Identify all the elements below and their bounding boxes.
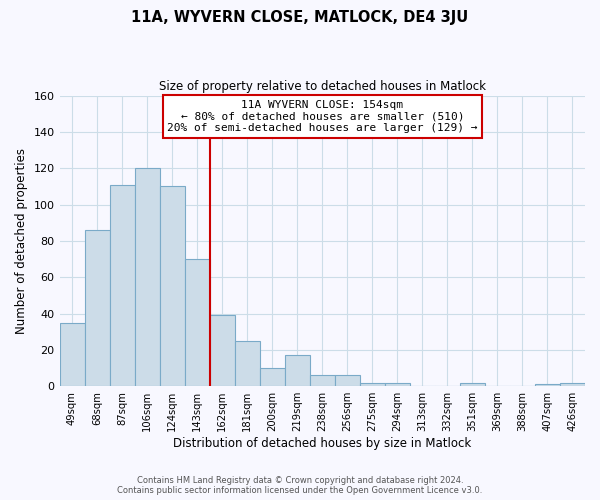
- Bar: [310, 376, 335, 386]
- Bar: [260, 368, 285, 386]
- Bar: [110, 184, 134, 386]
- Bar: [160, 186, 185, 386]
- Bar: [360, 382, 385, 386]
- Bar: [209, 316, 235, 386]
- Bar: [235, 341, 260, 386]
- Bar: [185, 259, 209, 386]
- X-axis label: Distribution of detached houses by size in Matlock: Distribution of detached houses by size …: [173, 437, 472, 450]
- Y-axis label: Number of detached properties: Number of detached properties: [15, 148, 28, 334]
- Bar: [285, 356, 310, 386]
- Title: Size of property relative to detached houses in Matlock: Size of property relative to detached ho…: [159, 80, 486, 93]
- Bar: [385, 382, 410, 386]
- Bar: [85, 230, 110, 386]
- Bar: [134, 168, 160, 386]
- Bar: [460, 382, 485, 386]
- Text: 11A, WYVERN CLOSE, MATLOCK, DE4 3JU: 11A, WYVERN CLOSE, MATLOCK, DE4 3JU: [131, 10, 469, 25]
- Text: Contains HM Land Registry data © Crown copyright and database right 2024.
Contai: Contains HM Land Registry data © Crown c…: [118, 476, 482, 495]
- Bar: [335, 376, 360, 386]
- Text: 11A WYVERN CLOSE: 154sqm
← 80% of detached houses are smaller (510)
20% of semi-: 11A WYVERN CLOSE: 154sqm ← 80% of detach…: [167, 100, 478, 133]
- Bar: [560, 382, 585, 386]
- Bar: [59, 322, 85, 386]
- Bar: [535, 384, 560, 386]
